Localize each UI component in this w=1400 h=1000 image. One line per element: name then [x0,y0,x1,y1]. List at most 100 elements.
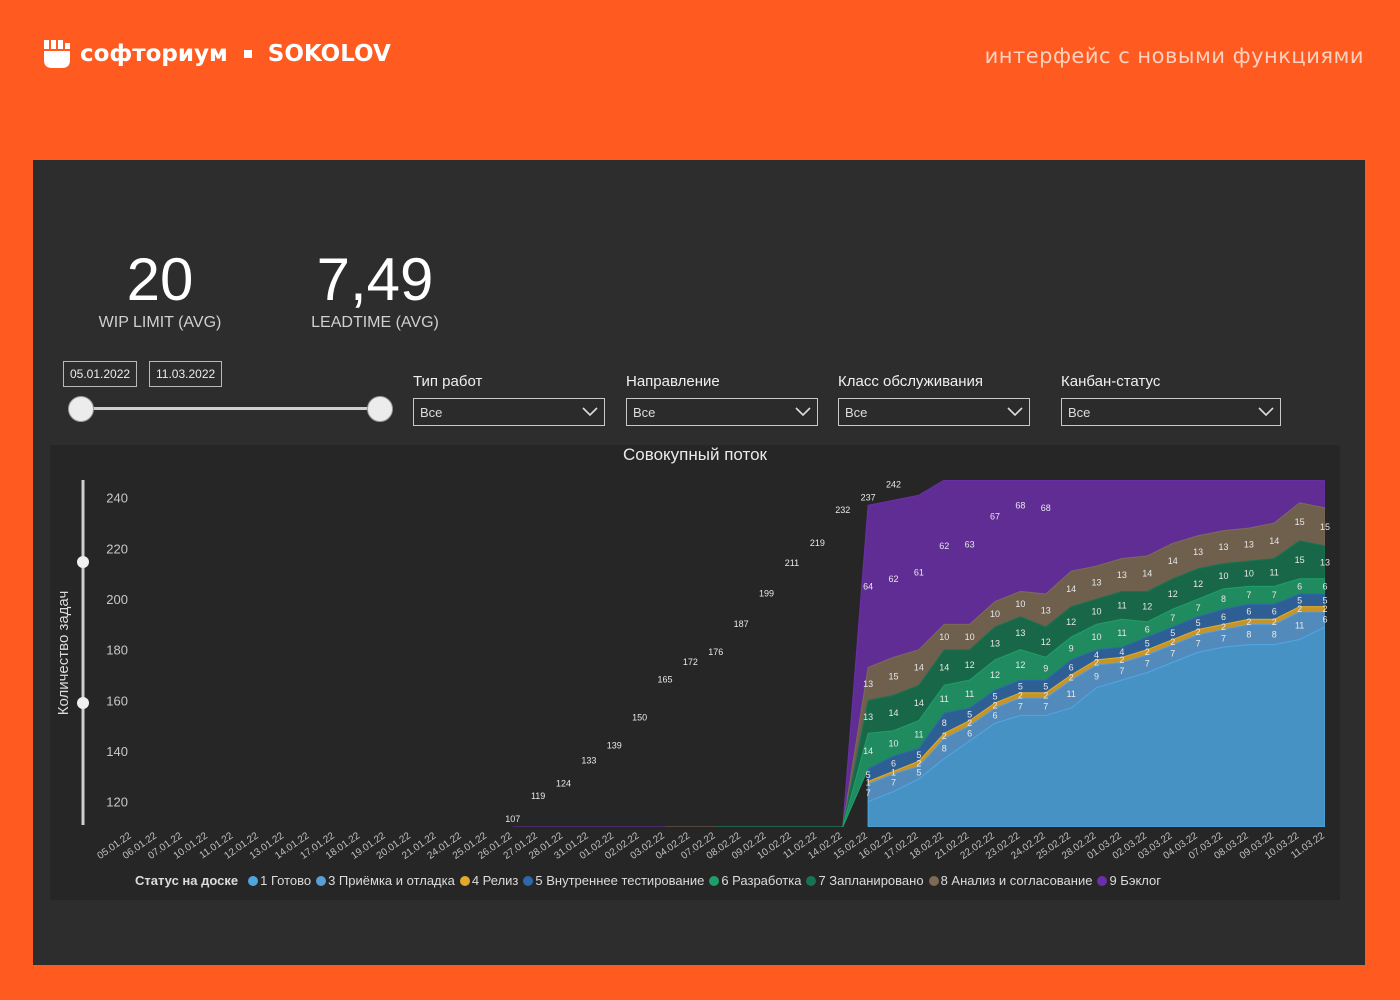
data-label: 9 [1043,664,1048,674]
filter-work-type: Тип работ Все [413,373,605,426]
chevron-down-icon [582,407,598,417]
data-label: 4 [1094,650,1099,660]
data-label: 8 [942,743,947,753]
date-slider-start-handle[interactable] [68,396,94,422]
data-label: 11 [1117,628,1126,638]
legend-dot-icon [709,875,720,886]
total-label: 199 [759,589,774,599]
data-label: 7 [891,778,896,788]
total-label: 133 [581,756,596,766]
filter-label: Класс обслуживания [838,373,984,390]
data-label: 2 [1043,690,1048,700]
data-label: 2 [1069,673,1074,683]
kpi-leadtime: 7,49 LEADTIME (AVG) [301,250,449,332]
data-label: 12 [1193,579,1203,589]
data-label: 2 [1272,617,1277,627]
total-label: 176 [708,647,723,657]
date-start-input[interactable]: 05.01.2022 [63,361,138,387]
date-slider-end-handle[interactable] [367,396,393,422]
data-label: 13 [1244,540,1254,550]
data-label: 7 [1272,590,1277,600]
filter-label: Тип работ [413,373,483,390]
data-label: 5 [1043,681,1048,691]
softorium-logo-icon [44,40,70,68]
data-label: 10 [939,632,949,642]
total-label: 242 [886,480,901,490]
kpi-label: WIP LIMIT (AVG) [98,314,222,331]
data-label: 5 [1196,618,1201,628]
y-tick-label: 160 [106,693,128,708]
legend-item[interactable]: 9 Бэклог [1097,873,1161,888]
data-label: 11 [914,730,923,740]
data-label: 6 [1322,581,1327,591]
data-label: 68 [1041,503,1051,513]
data-label: 13 [863,679,873,689]
legend-label: 4 Релиз [471,873,519,888]
legend-item[interactable]: 8 Анализ и согласование [928,873,1092,888]
data-label: 2 [1322,604,1327,614]
total-label: 107 [505,814,520,824]
data-label: 5 [866,770,871,780]
data-label: 11 [1066,689,1075,699]
data-label: 12 [1142,602,1152,612]
filter-direction-select[interactable]: Все [626,398,818,426]
data-label: 2 [967,718,972,728]
data-label: 62 [888,574,898,584]
legend-label: 1 Готово [260,873,312,888]
legend-item[interactable]: 4 Релиз [459,873,519,888]
area-series-1[interactable] [867,626,1325,827]
data-label: 15 [888,671,898,681]
total-label: 211 [785,558,799,568]
data-label: 2 [1145,647,1150,657]
y-range-slider-bottom-handle[interactable] [77,697,89,709]
filter-kanban-status-select[interactable]: Все [1061,398,1281,426]
data-label: 14 [1066,584,1076,594]
total-label: 219 [810,538,825,548]
data-label: 61 [914,567,924,577]
data-label: 5 [1170,628,1175,638]
data-label: 14 [914,662,924,672]
data-label: 2 [1119,655,1124,665]
legend-dot-icon [1097,875,1108,886]
legend-item[interactable]: 3 Приёмка и отладка [316,873,455,888]
legend-dot-icon [316,875,327,886]
data-label: 2 [1297,604,1302,614]
brand: софториум SOKOLOV [44,40,391,68]
data-label: 2 [942,731,947,741]
date-slider-track[interactable] [81,407,381,410]
data-label: 7 [1119,666,1124,676]
total-label: 237 [861,492,876,502]
date-end-input[interactable]: 11.03.2022 [149,361,223,387]
legend-label: 9 Бэклог [1109,873,1162,888]
kpi-value: 7,49 [316,246,434,313]
y-tick-label: 220 [106,541,128,556]
y-tick-label: 120 [106,795,128,810]
legend-item[interactable]: 6 Разработка [709,873,801,888]
legend-item[interactable]: 5 Внутреннее тестирование [523,873,704,888]
data-label: 10 [1218,571,1228,581]
chart-legend: Статус на доске 1 Готово 3 Приёмка и отла… [135,873,1166,888]
y-tick-label: 140 [106,744,128,759]
data-label: 15 [1320,522,1330,532]
data-label: 10 [1092,607,1102,617]
y-range-slider-top-handle[interactable] [77,556,89,568]
data-label: 6 [1221,612,1226,622]
legend-label: 3 Приёмка и отладка [328,873,455,888]
area-series-8[interactable] [512,480,1325,827]
legend-dot-icon [248,875,259,886]
brand-partner: SOKOLOV [267,41,391,67]
data-label: 64 [863,581,873,591]
data-label: 12 [990,670,1000,680]
data-label: 10 [1092,632,1102,642]
data-label: 14 [939,662,949,672]
data-label: 6 [1322,614,1327,624]
total-label: 119 [531,791,545,801]
total-label: 172 [683,657,698,667]
legend-item[interactable]: 1 Готово [248,873,311,888]
data-label: 13 [1193,547,1203,557]
filter-direction: Направление Все [626,373,818,426]
filter-service-class-select[interactable]: Все [838,398,1030,426]
legend-item[interactable]: 7 Запланировано [806,873,924,888]
data-label: 12 [1168,589,1178,599]
filter-work-type-select[interactable]: Все [413,398,605,426]
